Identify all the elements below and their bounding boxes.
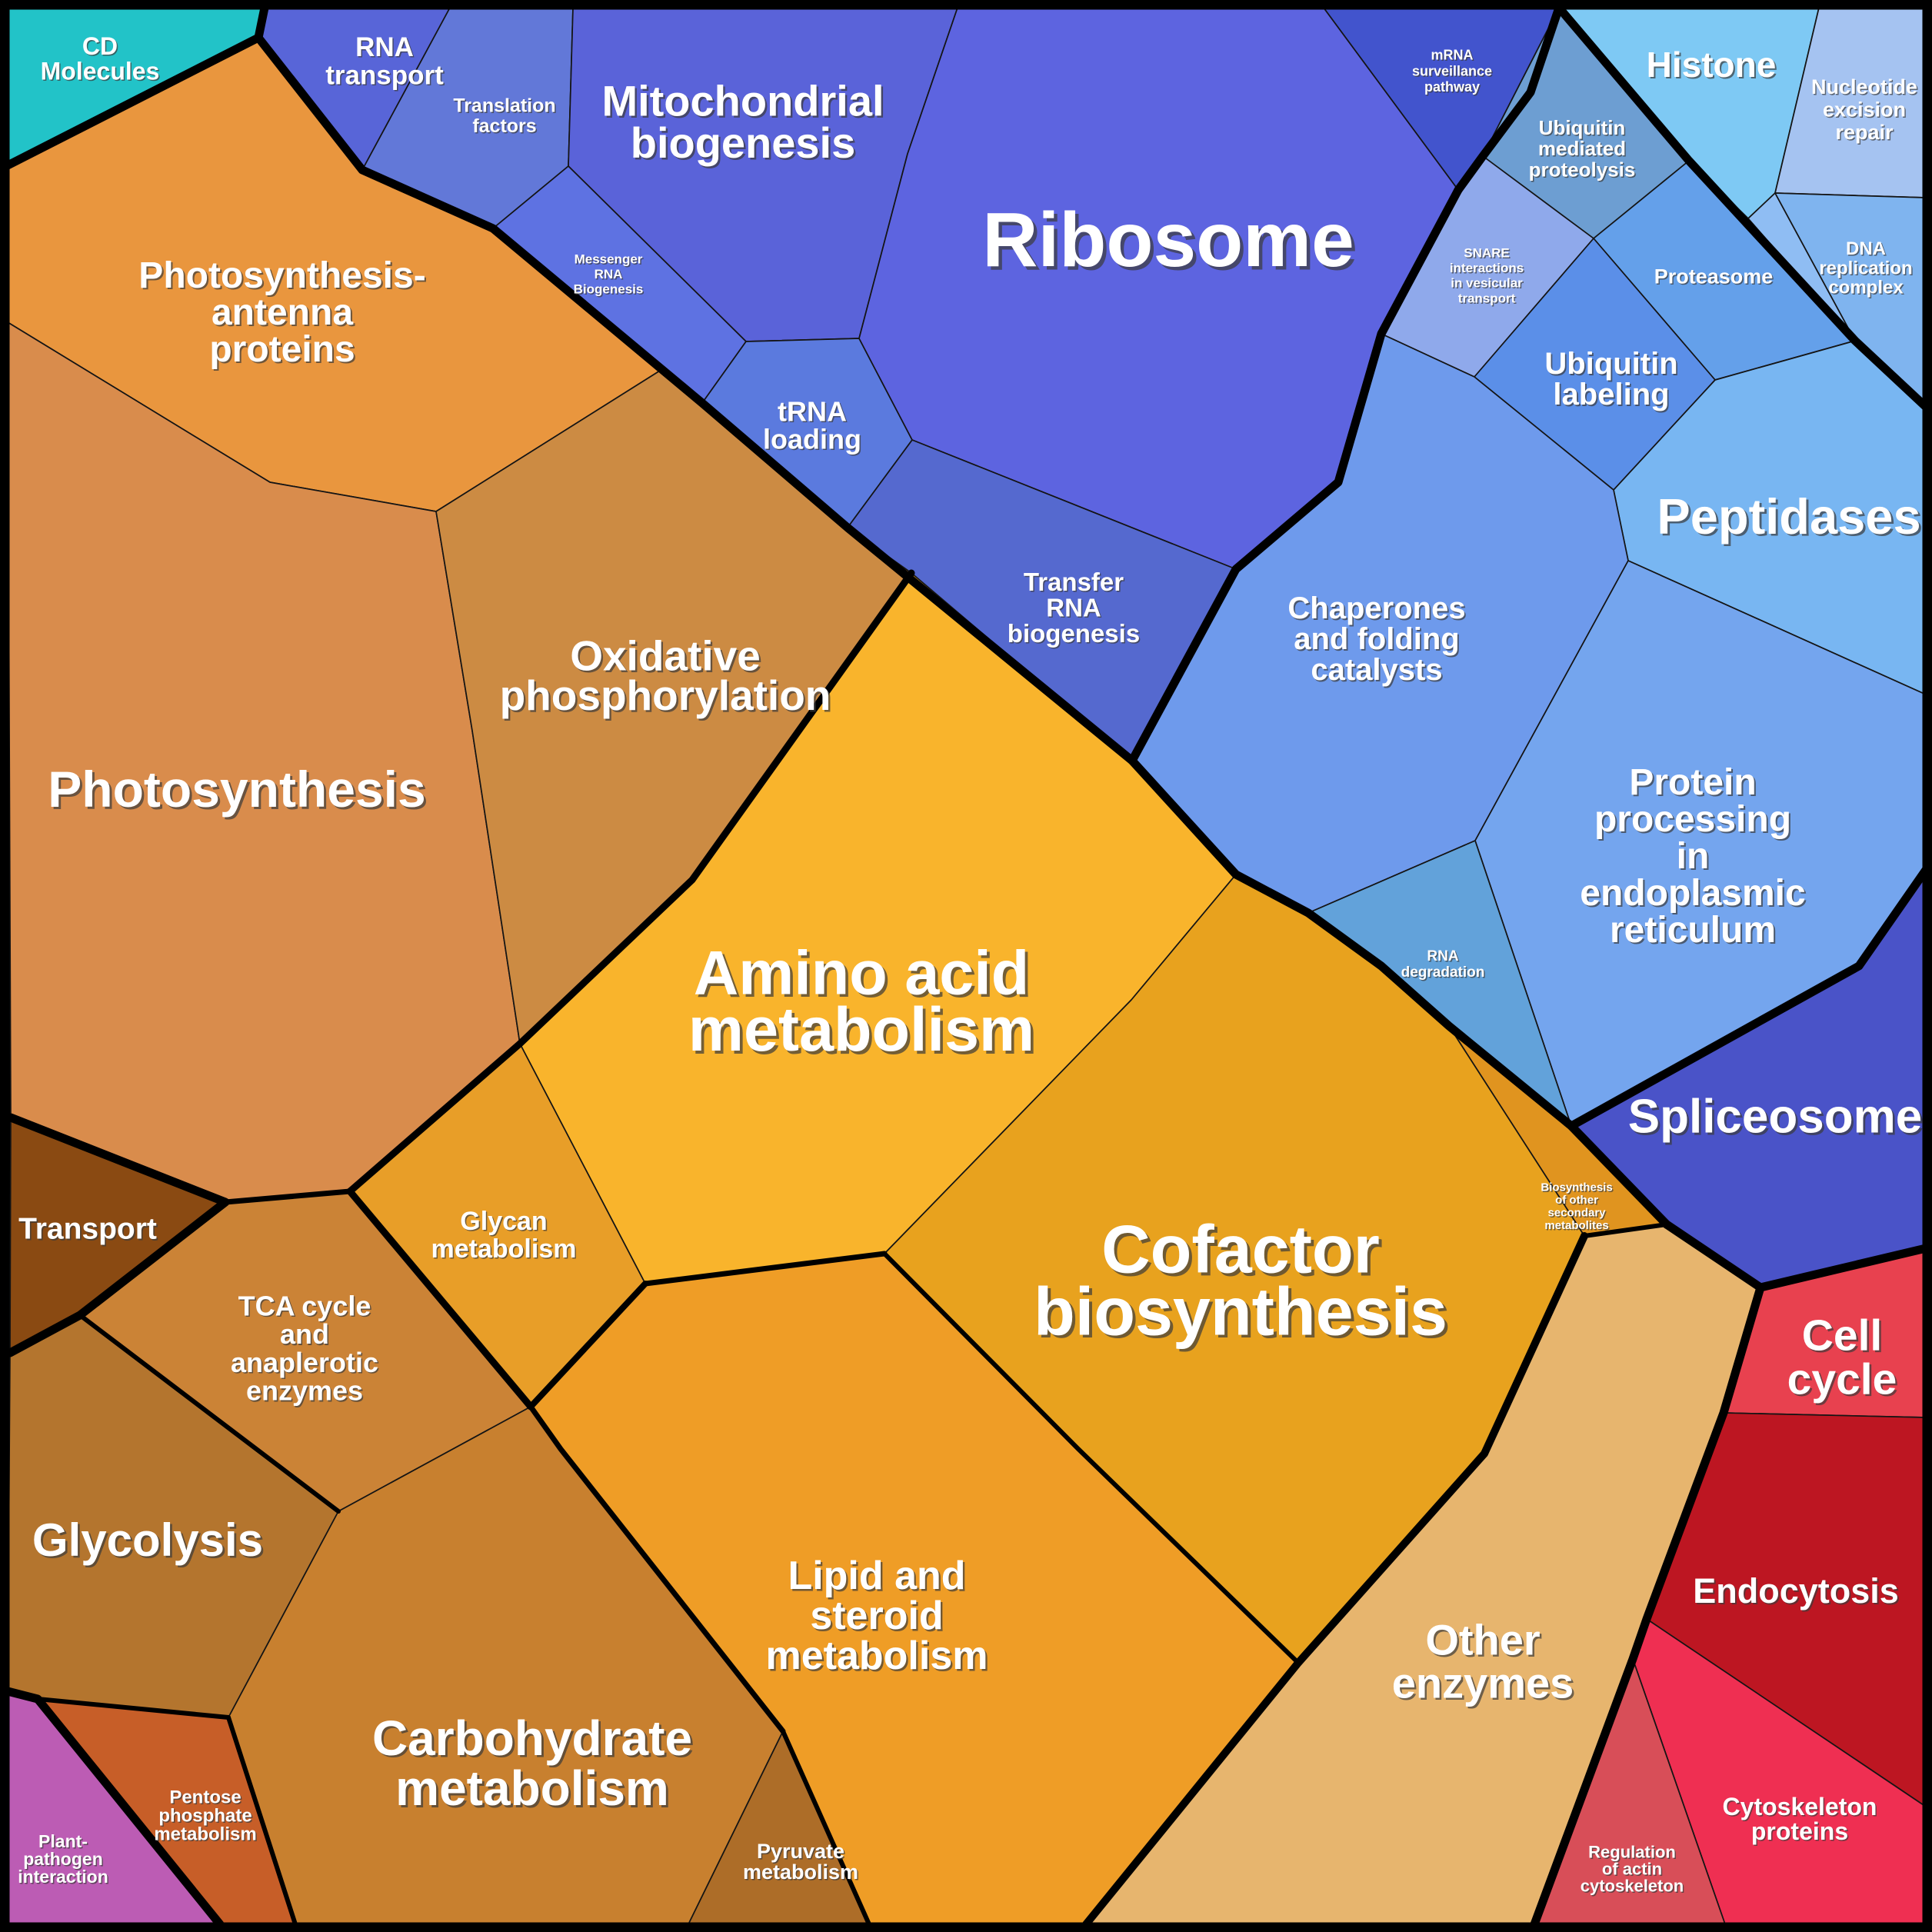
svg-text:Transport: Transport [20,1214,158,1247]
svg-text:Ribosome: Ribosome [986,201,1357,287]
svg-text:Spliceosome: Spliceosome [1631,1092,1924,1145]
svg-text:Photosynthesis: Photosynthesis [48,761,425,818]
svg-text:Proteasome: Proteasome [1654,265,1774,288]
svg-text:Proteasome: Proteasome [1655,266,1774,289]
svg-text:Transport: Transport [18,1213,157,1246]
svg-text:Peptidases: Peptidases [1659,491,1923,547]
svg-text:Photosynthesis: Photosynthesis [50,763,428,820]
svg-text:Histone: Histone [1647,45,1777,85]
svg-text:Glycolysis: Glycolysis [35,1517,265,1568]
svg-text:Endocytosis: Endocytosis [1693,1571,1899,1611]
svg-text:Spliceosome: Spliceosome [1628,1091,1922,1144]
svg-text:Glycolysis: Glycolysis [32,1514,263,1566]
svg-text:Histone: Histone [1648,46,1778,86]
svg-text:Endocytosis: Endocytosis [1694,1573,1900,1612]
svg-text:Peptidases: Peptidases [1657,488,1920,545]
svg-text:Ribosome: Ribosome [982,197,1354,283]
